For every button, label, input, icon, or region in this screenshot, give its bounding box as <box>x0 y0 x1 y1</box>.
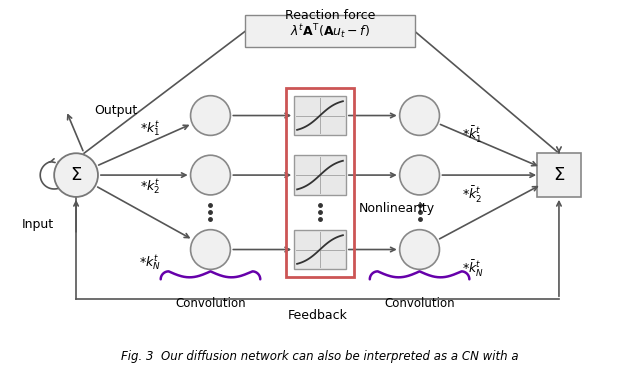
Text: Feedback: Feedback <box>287 309 348 322</box>
FancyBboxPatch shape <box>294 96 346 135</box>
Circle shape <box>191 96 230 135</box>
Text: Convolution: Convolution <box>175 296 246 310</box>
FancyBboxPatch shape <box>294 155 346 195</box>
Text: Fig. 3  Our diffusion network can also be interpreted as a CN with a: Fig. 3 Our diffusion network can also be… <box>121 350 519 363</box>
Circle shape <box>191 230 230 269</box>
Text: Nonlinearity: Nonlinearity <box>359 202 435 215</box>
Text: $*\bar{k}_2^t$: $*\bar{k}_2^t$ <box>463 185 483 205</box>
FancyBboxPatch shape <box>537 153 581 197</box>
Circle shape <box>54 153 98 197</box>
Text: $\Sigma$: $\Sigma$ <box>70 166 82 184</box>
Circle shape <box>399 155 440 195</box>
Circle shape <box>191 155 230 195</box>
Text: Input: Input <box>22 218 54 231</box>
Text: $*k_2^t$: $*k_2^t$ <box>140 177 160 196</box>
Text: $*k_1^t$: $*k_1^t$ <box>140 120 160 139</box>
Text: Reaction force: Reaction force <box>285 9 375 22</box>
Text: $\lambda^t\mathbf{A}^\mathrm{T}(\mathbf{A}u_t - f)$: $\lambda^t\mathbf{A}^\mathrm{T}(\mathbf{… <box>290 22 370 41</box>
Text: $*\bar{k}_N^t$: $*\bar{k}_N^t$ <box>461 259 483 279</box>
Text: Output: Output <box>94 104 137 117</box>
Circle shape <box>399 96 440 135</box>
Text: $\Sigma$: $\Sigma$ <box>553 166 565 184</box>
Text: $*k_N^t$: $*k_N^t$ <box>139 254 161 273</box>
FancyBboxPatch shape <box>245 15 415 47</box>
Text: $*\bar{k}_1^t$: $*\bar{k}_1^t$ <box>462 125 483 145</box>
Text: Convolution: Convolution <box>384 296 455 310</box>
FancyBboxPatch shape <box>294 230 346 269</box>
Circle shape <box>399 230 440 269</box>
